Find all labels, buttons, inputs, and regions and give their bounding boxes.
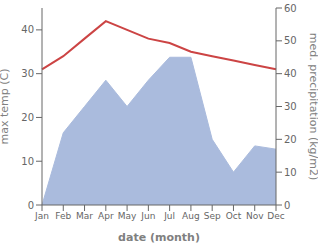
svg-text:Jun: Jun <box>140 211 155 221</box>
svg-text:30: 30 <box>21 68 34 79</box>
svg-text:40: 40 <box>284 68 297 79</box>
svg-text:May: May <box>118 211 137 221</box>
svg-text:Apr: Apr <box>98 211 114 221</box>
svg-text:50: 50 <box>284 35 297 46</box>
svg-text:med. precipitation (kg/m2): med. precipitation (kg/m2) <box>307 33 318 181</box>
svg-text:0: 0 <box>28 200 34 211</box>
svg-text:Dec: Dec <box>267 211 284 221</box>
svg-text:Jul: Jul <box>163 211 175 221</box>
svg-text:max temp (C): max temp (C) <box>0 68 11 144</box>
svg-text:Sep: Sep <box>204 211 221 221</box>
svg-text:20: 20 <box>21 112 34 123</box>
svg-text:Feb: Feb <box>55 211 71 221</box>
svg-text:10: 10 <box>21 156 34 167</box>
svg-text:date (month): date (month) <box>118 231 200 244</box>
svg-text:Nov: Nov <box>246 211 264 221</box>
svg-text:10: 10 <box>284 167 297 178</box>
svg-text:Jan: Jan <box>34 211 49 221</box>
svg-text:20: 20 <box>284 134 297 145</box>
svg-text:60: 60 <box>284 3 297 14</box>
svg-text:30: 30 <box>284 101 297 112</box>
svg-text:Oct: Oct <box>226 211 242 221</box>
svg-text:Mar: Mar <box>76 211 93 221</box>
svg-text:40: 40 <box>21 24 34 35</box>
svg-text:0: 0 <box>284 200 290 211</box>
svg-text:Aug: Aug <box>182 211 200 221</box>
